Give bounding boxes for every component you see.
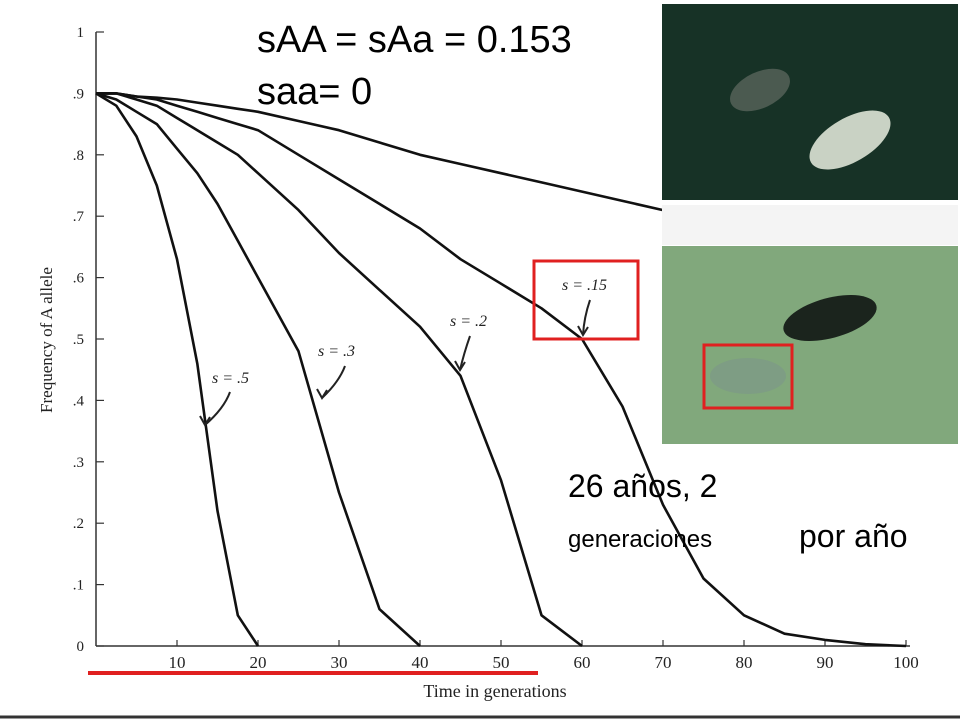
- series-line: [95, 92, 421, 647]
- y-tick-label: .2: [73, 516, 84, 532]
- y-tick-label: 1: [77, 25, 85, 41]
- series-label: s = .3: [318, 343, 355, 360]
- y-tick-label: .5: [73, 332, 84, 348]
- y-tick-label: 0: [77, 639, 85, 655]
- series-line: [96, 92, 664, 212]
- series-label: s = .5: [212, 370, 249, 387]
- y-tick-label: .6: [73, 271, 85, 287]
- x-tick-label: 20: [250, 653, 267, 672]
- x-tick-label: 90: [817, 653, 834, 672]
- arrow-head: [316, 388, 328, 400]
- chart: 0 .1 .2 .3 .4 .5 .6 .7 .8 .9 1 10 20 30 40 50 60 70 80 90 10…: [37, 25, 919, 701]
- title: sAA = sAa = 0.153: [257, 19, 572, 61]
- y-tick-label: .4: [73, 393, 85, 409]
- y-axis-label: Frequency of A allele: [37, 267, 56, 413]
- y-tick-label: .7: [73, 209, 85, 225]
- x-axis-label: Time in generations: [423, 681, 566, 701]
- x-tick-label: 100: [893, 653, 919, 672]
- x-tick-label: 50: [493, 653, 510, 672]
- y-tick-label: .9: [73, 86, 84, 102]
- highlight-box: [702, 343, 794, 410]
- arrow-head: [577, 325, 589, 337]
- x-tick-label: 10: [169, 653, 186, 672]
- subtitle: saa= 0: [257, 71, 372, 113]
- x-tick-label: 30: [331, 653, 348, 672]
- series-label: s = .2: [450, 313, 487, 330]
- arrow-head: [199, 415, 211, 427]
- annotation: por año: [799, 518, 908, 554]
- x-tick-label: 60: [574, 653, 591, 672]
- photo-dark-bark: [662, 4, 958, 200]
- series-line: [96, 92, 907, 648]
- x-tick-label: 40: [412, 653, 429, 672]
- series-line: [95, 92, 260, 647]
- series-label: s = .15: [562, 277, 607, 294]
- arrow-head: [454, 360, 466, 372]
- annotation: generaciones: [568, 526, 712, 553]
- label-arrow: [204, 391, 231, 426]
- highlight-box: [532, 259, 640, 341]
- x-tick-label: 80: [736, 653, 753, 672]
- y-tick-label: .8: [73, 148, 84, 164]
- y-tick-label: .3: [73, 455, 84, 471]
- y-tick-label: .1: [73, 578, 84, 594]
- photo-caption-strip: [662, 205, 958, 245]
- x-tick-label: 70: [655, 653, 672, 672]
- label-arrow: [582, 299, 591, 336]
- annotation: 26 años, 2: [568, 468, 717, 504]
- series-line: [96, 92, 583, 648]
